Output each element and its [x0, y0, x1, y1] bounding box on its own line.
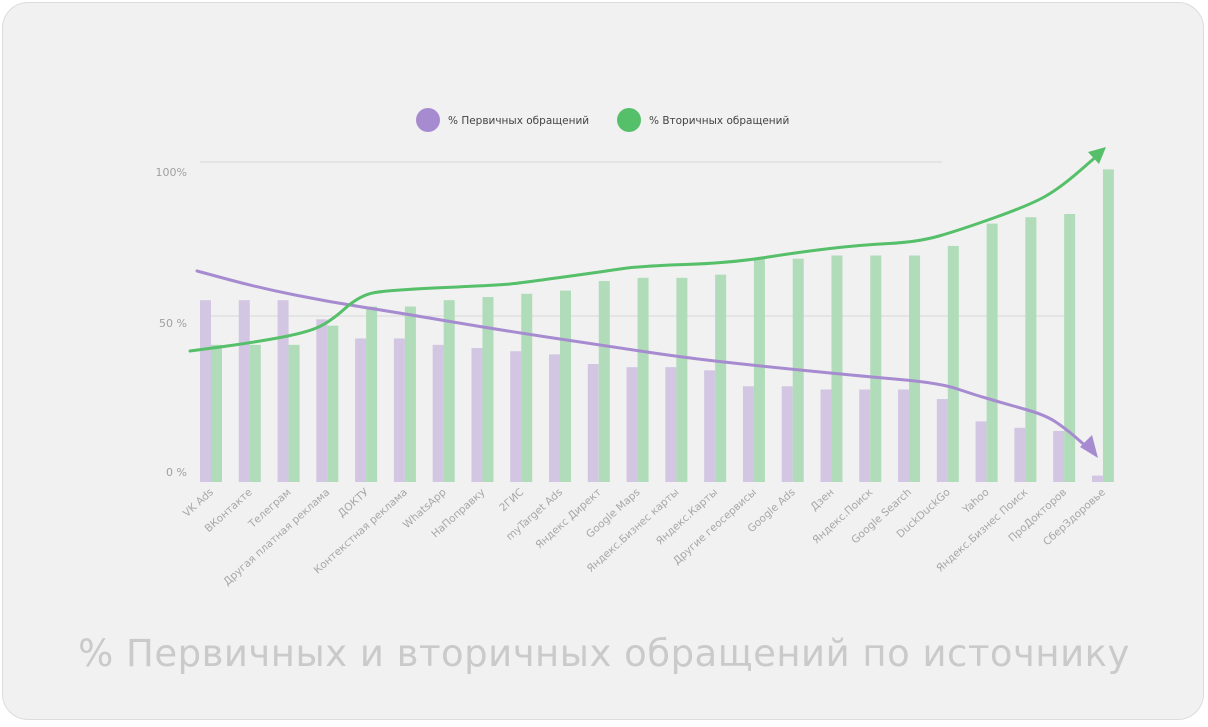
x-tick-label: Яндекс Директ	[533, 486, 603, 551]
bar-primary	[1014, 427, 1026, 482]
bar-primary	[975, 421, 987, 482]
bar-primary	[665, 367, 677, 482]
bar-secondary	[1064, 214, 1076, 483]
bar-primary	[1053, 430, 1065, 482]
trend-line-primary	[195, 269, 1090, 450]
x-tick-label: Yahoo	[960, 486, 992, 516]
bar-primary	[510, 351, 522, 482]
bar-primary	[238, 300, 250, 482]
bar-secondary	[753, 258, 765, 482]
arrow-head-primary	[1080, 435, 1098, 458]
bar-secondary	[986, 223, 998, 483]
legend-label: % Первичных обращений	[448, 115, 589, 127]
y-tick-label: 100%	[156, 166, 187, 179]
bar-secondary	[947, 245, 959, 482]
bar-primary	[859, 389, 871, 482]
bar-primary	[587, 363, 599, 482]
bar-secondary	[676, 277, 688, 482]
bar-secondary	[366, 306, 378, 482]
x-tick-label: 2ГИС	[497, 486, 526, 514]
bar-primary	[393, 338, 405, 482]
bar-primary	[626, 367, 638, 482]
bar-secondary	[443, 300, 455, 482]
bar-secondary	[831, 255, 843, 482]
bar-secondary	[327, 325, 339, 482]
bar-primary	[781, 386, 793, 482]
trend-line-secondary	[188, 153, 1100, 353]
bar-secondary	[288, 344, 300, 482]
bar-secondary	[870, 255, 882, 482]
legend-marker-secondary	[617, 108, 641, 132]
bar-primary	[936, 399, 948, 482]
y-tick-label: 50 %	[159, 317, 187, 330]
bar-primary	[316, 319, 328, 482]
bar-primary	[277, 300, 289, 482]
x-tick-label: VK Ads	[181, 486, 216, 519]
bar-secondary	[1025, 217, 1037, 483]
bar-secondary	[521, 293, 533, 482]
bar-secondary	[598, 281, 610, 482]
chart-title: % Первичных и вторичных обращений по ист…	[78, 632, 1130, 675]
x-tick-label: Дзен	[808, 486, 836, 513]
legend-label: % Вторичных обращений	[649, 115, 789, 127]
bar-primary	[820, 389, 832, 482]
x-tick-label: ДОКТУ	[336, 486, 372, 520]
bar-primary	[355, 338, 367, 482]
y-tick-label: 0 %	[166, 466, 187, 479]
bar-primary	[898, 389, 910, 482]
bar-primary	[200, 300, 211, 482]
bar-secondary	[249, 344, 261, 482]
bar-primary	[432, 344, 444, 482]
bar-secondary	[637, 277, 649, 482]
bar-secondary	[909, 255, 921, 482]
bar-secondary	[211, 344, 222, 482]
bar-primary	[742, 386, 754, 482]
legend-marker-primary	[416, 108, 440, 132]
bar-primary	[1091, 475, 1103, 482]
bar-secondary	[482, 296, 494, 482]
bar-secondary	[560, 290, 572, 482]
bar-secondary	[1102, 169, 1114, 482]
bar-primary	[549, 354, 561, 482]
bar-secondary	[715, 274, 727, 482]
bar-secondary	[404, 306, 416, 482]
bar-primary	[704, 370, 716, 482]
bar-primary	[471, 348, 483, 482]
arrow-head-secondary	[1088, 147, 1106, 164]
